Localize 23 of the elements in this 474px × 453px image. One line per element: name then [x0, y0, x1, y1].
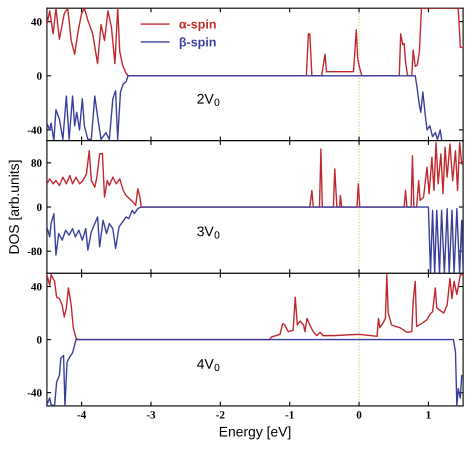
- legend-label: α-spin: [179, 19, 216, 32]
- x-tick-label: -3: [146, 411, 156, 419]
- annotation: 4V$_{0}$: [197, 359, 220, 372]
- x-tick-label: -2: [216, 411, 224, 418]
- x-tick-label: 1: [426, 411, 431, 418]
- y-tick-label: 40: [31, 283, 42, 291]
- line-series: [46, 75, 442, 141]
- annotation: 3V$_{0}$: [197, 226, 220, 239]
- y-tick-label: -80: [28, 248, 42, 256]
- y-tick-label: -40: [28, 126, 42, 134]
- y-tick-label: 40: [31, 18, 42, 26]
- x-tick-label: 0: [356, 411, 362, 419]
- legend-label: β-spin: [180, 37, 216, 49]
- y-tick-label: -40: [28, 389, 42, 397]
- y-tick-label: 80: [31, 159, 42, 167]
- y-tick-label: 0: [36, 336, 42, 344]
- y-axis-title: DOS [arb.units]: [8, 160, 22, 254]
- annotation: 2V$_{0}$: [197, 94, 220, 106]
- x-tick-label: -1: [285, 411, 294, 418]
- y-tick-label: 0: [36, 72, 42, 80]
- x-tick-label: -4: [77, 411, 86, 418]
- x-axis-title: Energy [eV]: [220, 426, 290, 440]
- y-tick-label: 0: [36, 203, 42, 211]
